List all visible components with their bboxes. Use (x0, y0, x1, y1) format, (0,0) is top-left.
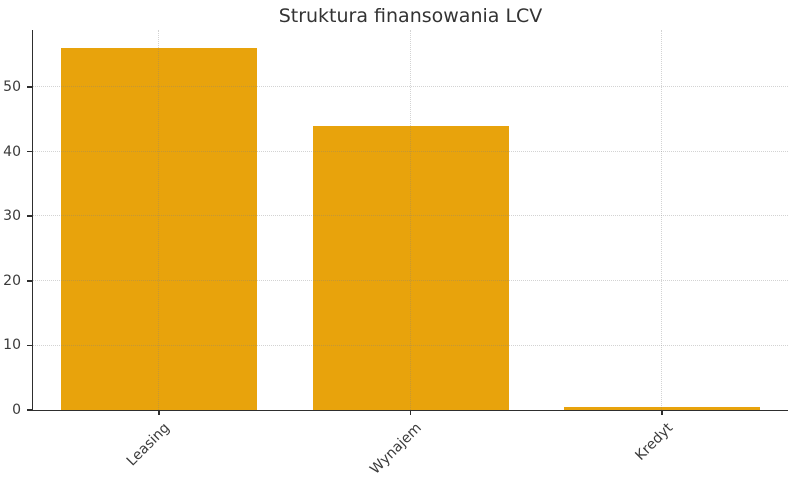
x-gridline (409, 30, 411, 410)
x-tick-mark (158, 410, 160, 415)
chart-title: Struktura finansowania LCV (278, 5, 543, 27)
x-tick-label-leasing: Leasing (123, 420, 174, 470)
y-axis-line (31, 30, 33, 411)
y-tick-mark (26, 344, 32, 347)
x-tick-label-kredyt: Kredyt (632, 420, 677, 464)
bar-wynajem (312, 125, 509, 410)
y-tick-mark (26, 409, 32, 411)
y-tick-label: 50 (3, 78, 21, 95)
y-tick-mark (26, 215, 32, 217)
y-tick-label: 40 (3, 143, 21, 160)
y-tick-label: 0 (12, 402, 21, 418)
y-gridline (33, 280, 788, 281)
x-tick-label-wynajem: Wynajem (367, 420, 425, 478)
y-tick-mark (26, 150, 32, 153)
y-tick-label: 30 (3, 208, 21, 225)
x-axis-line (31, 409, 788, 412)
plot-area: 0 10 20 30 40 50 Leasing Wynajem Kredyt (3, 30, 788, 478)
x-tick-mark (409, 410, 412, 415)
y-gridline (33, 344, 788, 346)
bar-leasing (60, 48, 257, 410)
x-gridline (661, 30, 663, 410)
x-gridline (158, 30, 160, 410)
bar-kredyt (564, 406, 761, 410)
y-tick-mark (26, 280, 32, 282)
y-gridline (33, 150, 788, 152)
y-gridline (33, 215, 788, 217)
y-tick-mark (26, 86, 32, 88)
y-tick-label: 20 (3, 272, 21, 289)
x-tick-mark (661, 410, 663, 415)
y-gridline (33, 86, 788, 88)
y-tick-label: 10 (3, 337, 21, 354)
